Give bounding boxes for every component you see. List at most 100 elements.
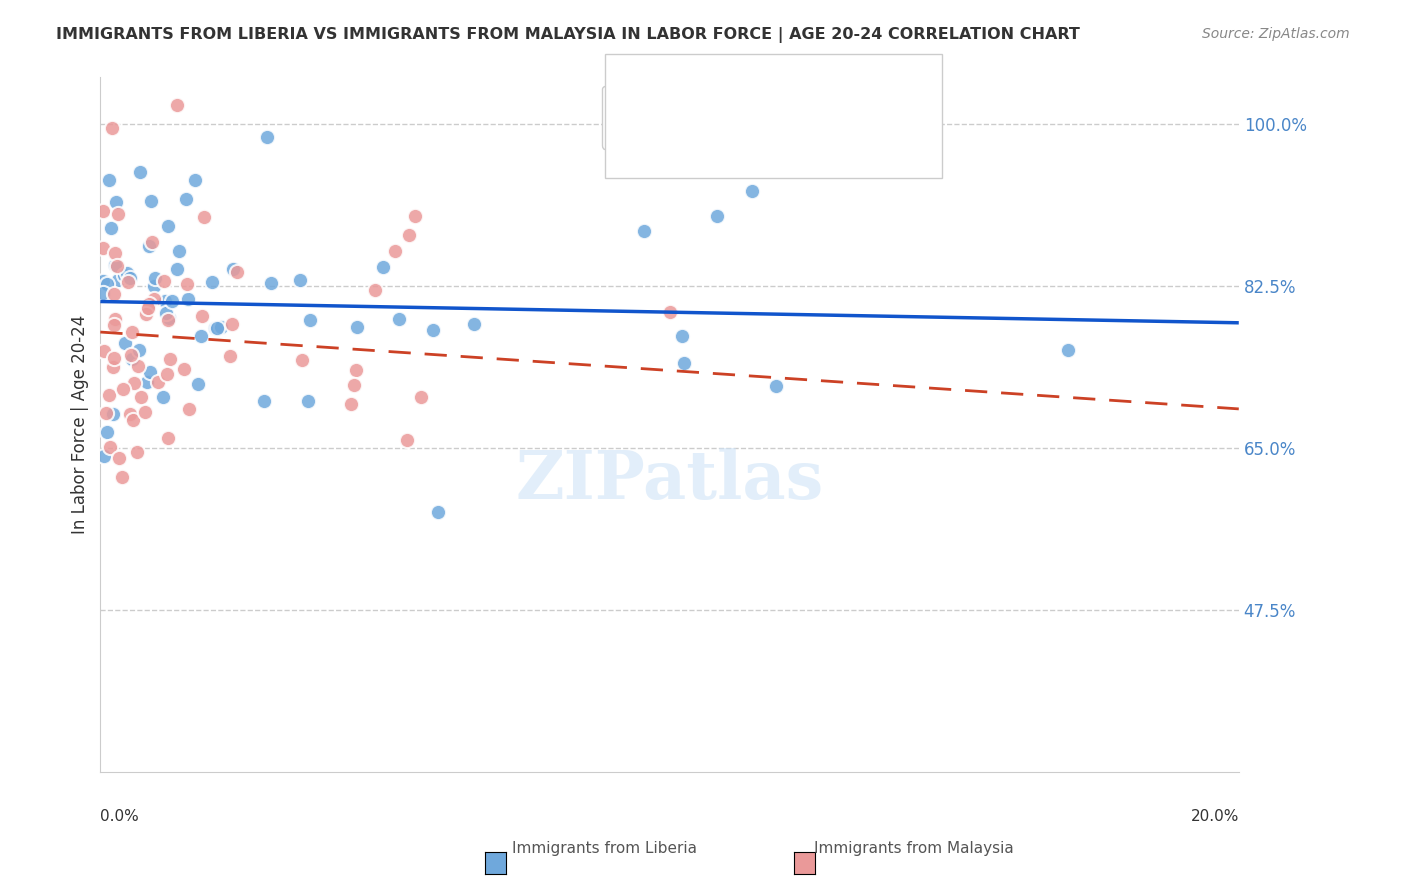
Point: [101, 408, 124, 422]
Point: [104, 311, 127, 326]
Point: [673, 356, 696, 370]
Point: [101, 360, 124, 375]
Point: [388, 312, 411, 326]
Point: [138, 365, 160, 379]
Point: [107, 451, 129, 466]
Text: Immigrants from Malaysia: Immigrants from Malaysia: [814, 841, 1014, 856]
Point: [114, 335, 136, 350]
Point: [91, 203, 114, 218]
Point: [1057, 343, 1080, 357]
Y-axis label: In Labor Force | Age 20-24: In Labor Force | Age 20-24: [72, 315, 89, 534]
Point: [156, 431, 179, 445]
Point: [160, 293, 183, 308]
Point: [112, 268, 135, 282]
Point: [141, 235, 163, 250]
Point: [741, 184, 763, 198]
Text: 20.0%: 20.0%: [1191, 809, 1239, 824]
Point: [174, 192, 197, 206]
Point: [463, 317, 485, 331]
Point: [129, 164, 152, 178]
Point: [209, 320, 232, 334]
Point: [136, 375, 159, 389]
Point: [107, 207, 129, 221]
Point: [127, 445, 149, 459]
Point: [100, 121, 122, 136]
Point: [193, 210, 215, 224]
Point: [97, 173, 120, 187]
Point: [205, 320, 228, 334]
Point: [671, 329, 693, 343]
Text: 0.0%: 0.0%: [100, 809, 139, 824]
Point: [219, 349, 242, 363]
Point: [121, 352, 143, 367]
Point: [155, 306, 177, 320]
Point: [103, 286, 125, 301]
Point: [396, 433, 419, 447]
Point: [260, 276, 283, 290]
Point: [107, 272, 129, 286]
Point: [96, 425, 118, 439]
Point: [159, 351, 181, 366]
Point: [103, 318, 125, 332]
Point: [120, 348, 142, 362]
Point: [104, 246, 127, 260]
Point: [104, 194, 127, 209]
Point: [346, 319, 368, 334]
Point: [128, 343, 150, 358]
Point: [105, 259, 128, 273]
Point: [111, 470, 134, 484]
Text: IMMIGRANTS FROM LIBERIA VS IMMIGRANTS FROM MALAYSIA IN LABOR FORCE | AGE 20-24 C: IMMIGRANTS FROM LIBERIA VS IMMIGRANTS FR…: [56, 27, 1080, 43]
Point: [100, 221, 122, 235]
Point: [104, 258, 127, 272]
Point: [190, 309, 212, 323]
Legend: R = -0.057    N = 64, R = -0.037    N = 59: R = -0.057 N = 64, R = -0.037 N = 59: [602, 86, 828, 149]
Point: [190, 329, 212, 343]
Point: [409, 391, 432, 405]
Point: [384, 244, 406, 258]
Point: [103, 351, 125, 365]
Point: [157, 313, 180, 327]
Point: [177, 292, 200, 306]
Point: [153, 293, 176, 308]
Point: [343, 378, 366, 392]
Point: [115, 267, 138, 281]
Point: [187, 377, 209, 392]
Point: [152, 274, 174, 288]
Point: [256, 129, 278, 144]
Point: [127, 359, 149, 373]
Point: [122, 376, 145, 390]
Point: [633, 224, 655, 238]
Point: [183, 172, 205, 186]
Point: [122, 413, 145, 427]
Point: [117, 275, 139, 289]
Point: [201, 275, 224, 289]
Point: [340, 397, 363, 411]
Point: [138, 297, 160, 311]
Point: [225, 265, 247, 279]
Point: [156, 219, 179, 233]
Point: [134, 405, 156, 419]
Point: [169, 244, 191, 259]
Point: [176, 277, 198, 292]
Point: [290, 273, 312, 287]
Point: [120, 407, 142, 421]
Point: [204, 321, 226, 335]
Point: [166, 98, 188, 112]
Point: [142, 292, 165, 306]
Text: Source: ZipAtlas.com: Source: ZipAtlas.com: [1202, 27, 1350, 41]
Point: [121, 326, 143, 340]
Point: [291, 353, 314, 368]
Point: [93, 449, 115, 463]
Text: Immigrants from Liberia: Immigrants from Liberia: [512, 841, 697, 856]
Point: [658, 304, 681, 318]
Point: [129, 390, 152, 404]
Point: [98, 388, 121, 402]
Point: [364, 283, 387, 297]
Point: [297, 394, 319, 409]
Point: [371, 260, 394, 274]
Point: [91, 274, 114, 288]
Point: [96, 277, 118, 292]
Point: [91, 285, 114, 300]
Point: [179, 401, 201, 416]
Point: [136, 301, 159, 315]
